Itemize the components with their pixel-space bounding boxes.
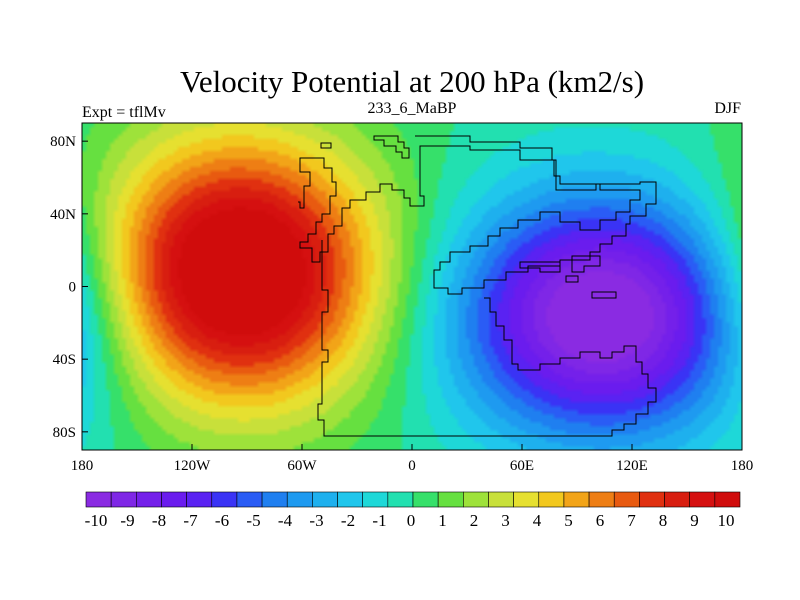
colorbar-label: 5 — [564, 511, 573, 530]
colorbar-label: 3 — [501, 511, 510, 530]
colorbar-swatch — [85, 491, 112, 508]
colorbar-label: -8 — [152, 511, 166, 530]
colorbar-label: -6 — [215, 511, 229, 530]
x-tick-label: 120W — [174, 458, 212, 474]
colorbar-label: 0 — [407, 511, 416, 530]
colorbar-label: 8 — [659, 511, 668, 530]
center-string: 233_6_MaBP — [368, 100, 457, 117]
y-tick-label: 80S — [53, 425, 76, 441]
colorbar-swatch — [337, 491, 363, 508]
x-tick-label: 180 — [731, 458, 754, 474]
colorbar-label: -7 — [183, 511, 198, 530]
x-tick-label: 60W — [287, 458, 317, 474]
y-tick-label: 40S — [53, 352, 76, 368]
colorbar-swatch — [463, 491, 489, 508]
colorbar-swatch — [261, 491, 288, 508]
colorbar-label: 4 — [533, 511, 542, 530]
colorbar-swatch — [412, 491, 439, 508]
colorbar-label: -1 — [372, 511, 386, 530]
colorbar-label: -10 — [85, 511, 108, 530]
left-string: Expt = tflMv — [82, 104, 166, 121]
colorbar-swatch — [689, 491, 716, 508]
colorbar-label: 2 — [470, 511, 479, 530]
x-tick-label: 0 — [408, 458, 416, 474]
x-tick-label: 180 — [71, 458, 94, 474]
colorbar-label: -9 — [120, 511, 134, 530]
x-tick-label: 60E — [510, 458, 534, 474]
colorbar-swatch — [664, 491, 690, 508]
colorbar-swatch — [639, 491, 665, 508]
y-tick-label: 0 — [69, 280, 77, 296]
colorbar-swatch — [387, 491, 414, 508]
right-string: DJF — [714, 100, 741, 117]
colorbar-swatch — [110, 491, 137, 508]
colorbar-swatch — [362, 491, 389, 508]
chart-title: Velocity Potential at 200 hPa (km2/s) — [180, 64, 644, 99]
colorbar-label: -3 — [309, 511, 323, 530]
x-axis: 180 120W 60W 0 60E 120E 180 — [71, 444, 754, 474]
colorbar: -10 -9 -8 -7 -6 -5 -4 -3 -2 -1 0 1 2 3 4 5 6 7 8 9 10 — [85, 491, 741, 530]
colorbar-swatch — [161, 491, 187, 508]
colorbar-swatch — [563, 491, 590, 508]
colorbar-swatch — [437, 491, 464, 508]
colorbar-label: 10 — [718, 511, 735, 530]
colorbar-swatch — [588, 491, 615, 508]
y-tick-label: 40N — [50, 207, 76, 223]
colorbar-swatch — [488, 491, 514, 508]
colorbar-swatch — [613, 491, 640, 508]
colorbar-swatch — [136, 491, 162, 508]
colorbar-label: -2 — [341, 511, 355, 530]
continent-outline — [298, 135, 657, 295]
america-outline — [317, 240, 657, 437]
colorbar-swatch — [714, 491, 741, 508]
colorbar-swatch — [538, 491, 565, 508]
colorbar-swatch — [286, 491, 313, 508]
colorbar-label: 7 — [627, 511, 636, 530]
x-tick-label: 120E — [616, 458, 648, 474]
indonesia-outline — [519, 255, 617, 299]
colorbar-label: 6 — [596, 511, 605, 530]
colorbar-swatch — [186, 491, 213, 508]
colorbar-swatch — [312, 491, 338, 508]
colorbar-label: 9 — [690, 511, 699, 530]
colorbar-swatch — [236, 491, 263, 508]
contour-field — [82, 123, 742, 450]
y-tick-label: 80N — [50, 134, 76, 150]
plot-frame — [81, 122, 743, 451]
colorbar-label: -5 — [246, 511, 260, 530]
colorbar-label: -4 — [278, 511, 293, 530]
y-axis: 80N 40N 0 40S 80S — [50, 134, 88, 441]
colorbar-swatch — [513, 491, 540, 508]
colorbar-swatch — [211, 491, 238, 508]
colorbar-label: 1 — [438, 511, 447, 530]
map-panel: 180 120W 60W 0 60E 120E 180 80N 40N 0 40S 80S — [50, 122, 754, 474]
